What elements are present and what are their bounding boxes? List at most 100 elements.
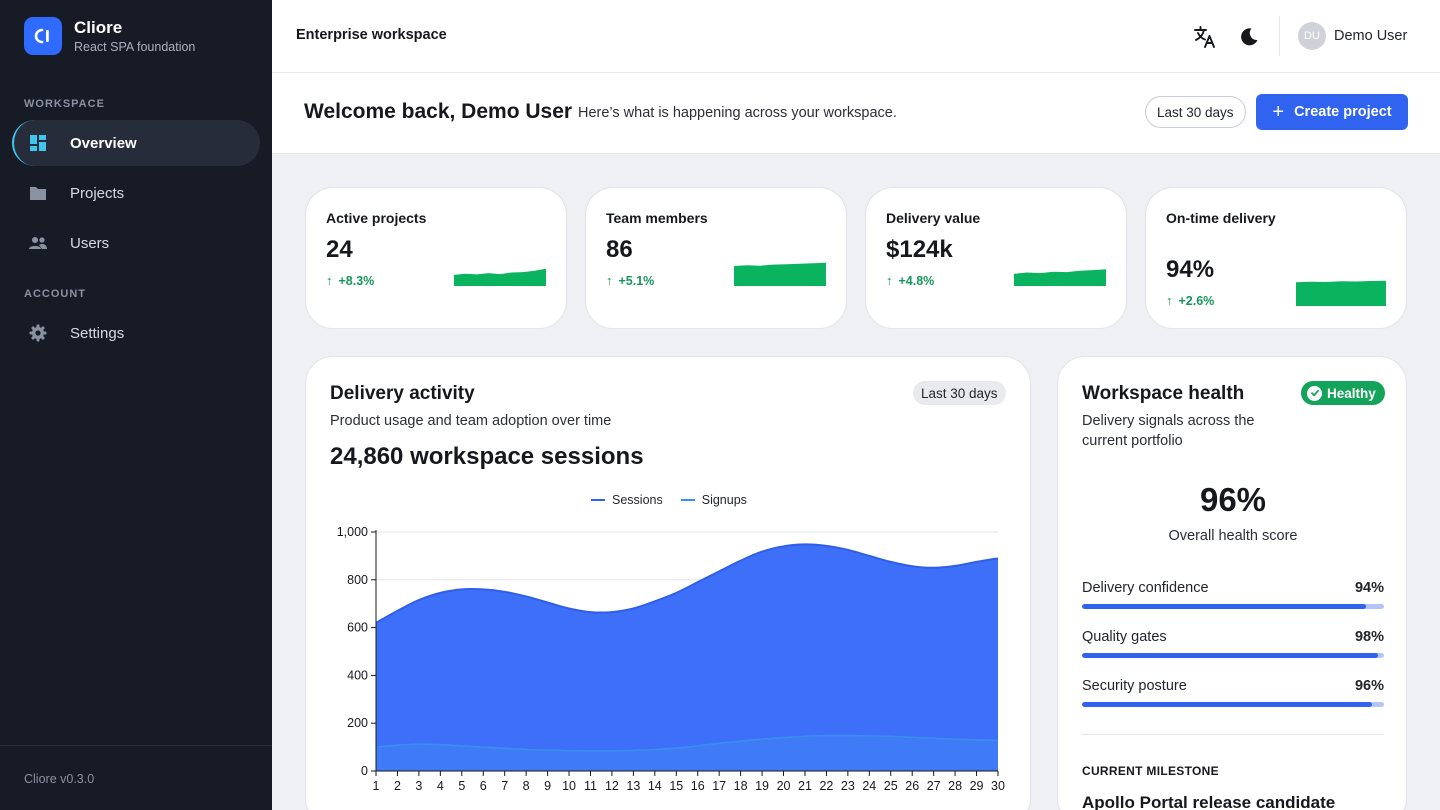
kpi-card-team-members: Team members 86 ↑ +5.1%	[585, 187, 847, 329]
y-tick-label: 1,000	[337, 525, 368, 539]
create-project-label: Create project	[1294, 104, 1392, 120]
kpi-change-value: +8.3%	[338, 273, 375, 288]
metric-security-posture: Security posture 96%	[1082, 678, 1384, 707]
sparkline	[734, 262, 826, 286]
metric-label: Quality gates	[1082, 629, 1167, 645]
x-tick-label: 15	[669, 779, 683, 793]
page-subtitle: Here’s what is happening across your wor…	[578, 105, 897, 121]
arrow-up-icon: ↑	[606, 273, 613, 288]
progress-fill	[1082, 604, 1366, 609]
workspace-title: Enterprise workspace	[296, 27, 447, 43]
page-title: Welcome back, Demo User	[304, 100, 573, 123]
x-tick-label: 23	[841, 779, 855, 793]
card-subtitle: Product usage and team adoption over tim…	[330, 413, 612, 429]
kpi-label: Team members	[606, 210, 708, 226]
kpi-change: ↑ +2.6%	[1166, 293, 1214, 308]
x-tick-label: 8	[523, 779, 530, 793]
x-tick-label: 22	[819, 779, 833, 793]
kpi-card-active-projects: Active projects 24 ↑ +8.3%	[305, 187, 567, 329]
x-tick-label: 28	[948, 779, 962, 793]
x-tick-label: 4	[437, 779, 444, 793]
divider	[1082, 734, 1384, 735]
sidebar-item-overview[interactable]: Overview	[12, 120, 260, 166]
arrow-up-icon: ↑	[1166, 293, 1173, 308]
x-tick-label: 11	[584, 779, 597, 793]
translate-icon[interactable]	[1192, 24, 1218, 50]
create-project-button[interactable]: + Create project	[1256, 94, 1408, 130]
header-divider	[1279, 16, 1280, 56]
kpi-value: 86	[606, 236, 633, 263]
app-name: Cliore	[74, 18, 123, 37]
chart-legend: Sessions Signups	[591, 493, 765, 507]
kpi-change: ↑ +5.1%	[606, 273, 654, 288]
legend-label: Signups	[701, 493, 747, 507]
kpi-change-value: +4.8%	[898, 273, 935, 288]
app-logo-icon	[24, 17, 62, 55]
sparkline	[1296, 280, 1386, 306]
brand[interactable]: Cliore React SPA foundation	[24, 17, 195, 55]
kpi-card-on-time-delivery: On-time delivery 94% ↑ +2.6%	[1145, 187, 1407, 329]
sidebar-item-label: Overview	[70, 134, 137, 152]
kpi-change-value: +2.6%	[1178, 293, 1215, 308]
user-menu[interactable]: DU Demo User	[1298, 22, 1407, 50]
x-tick-label: 5	[458, 779, 465, 793]
y-tick-label: 200	[347, 716, 368, 730]
app-version: Cliore v0.3.0	[24, 772, 95, 786]
kpi-value: 24	[326, 236, 353, 263]
section-label-account: ACCOUNT	[24, 288, 86, 300]
x-tick-label: 19	[755, 779, 769, 793]
status-badge-label: Healthy	[1327, 385, 1376, 401]
dashboard-icon	[27, 132, 49, 154]
card-subtitle: Delivery signals across the current port…	[1082, 413, 1255, 449]
users-icon	[27, 232, 49, 254]
x-tick-label: 14	[648, 779, 662, 793]
metric-value: 94%	[1354, 580, 1384, 596]
card-title: Delivery activity	[330, 383, 475, 404]
sidebar-item-settings[interactable]: Settings	[12, 310, 260, 356]
y-tick-label: 400	[347, 668, 368, 682]
x-tick-label: 17	[712, 779, 726, 793]
sidebar-item-label: Settings	[70, 324, 125, 342]
user-name: Demo User	[1334, 28, 1408, 44]
x-tick-label: 9	[544, 779, 551, 793]
x-tick-label: 29	[970, 779, 984, 793]
kpi-label: On-time delivery	[1166, 210, 1276, 226]
arrow-up-icon: ↑	[326, 273, 333, 288]
milestone-label: CURRENT MILESTONE	[1082, 764, 1219, 778]
kpi-card-delivery-value: Delivery value $124k ↑ +4.8%	[865, 187, 1127, 329]
metric-delivery-confidence: Delivery confidence 94%	[1082, 580, 1384, 609]
x-tick-label: 1	[373, 779, 380, 793]
welcome-bar: Welcome back, Demo User Here’s what is h…	[272, 73, 1440, 154]
x-tick-label: 21	[798, 779, 812, 793]
series-line-sessions	[375, 543, 999, 624]
progress-fill	[1082, 653, 1378, 658]
sidebar-item-users[interactable]: Users	[12, 220, 260, 266]
x-tick-label: 2	[394, 779, 401, 793]
status-badge: Healthy	[1301, 381, 1385, 405]
sparkline-area	[734, 262, 826, 286]
progress-bar	[1082, 604, 1384, 609]
x-tick-label: 20	[777, 779, 791, 793]
sidebar-item-projects[interactable]: Projects	[12, 170, 260, 216]
series-line-signups	[375, 734, 999, 752]
x-tick-label: 26	[905, 779, 919, 793]
legend-item-signups[interactable]: Signups	[680, 493, 747, 507]
folder-icon	[27, 182, 49, 204]
health-score: 96%	[1199, 481, 1267, 518]
legend-item-sessions[interactable]: Sessions	[591, 493, 663, 507]
arrow-up-icon: ↑	[886, 273, 893, 288]
x-tick-label: 7	[501, 779, 508, 793]
progress-fill	[1082, 702, 1372, 707]
date-range-button[interactable]: Last 30 days	[1145, 96, 1246, 128]
sparkline	[1014, 269, 1106, 286]
metric-label: Delivery confidence	[1082, 580, 1209, 596]
kpi-change-value: +5.1%	[618, 273, 655, 288]
delivery-activity-card: Delivery activity Last 30 days Product u…	[305, 356, 1031, 810]
range-badge: Last 30 days	[913, 381, 1006, 405]
sidebar-item-label: Users	[70, 234, 110, 252]
kpi-value: $124k	[886, 236, 953, 263]
x-tick-label: 18	[734, 779, 748, 793]
dark-mode-icon[interactable]	[1236, 24, 1262, 50]
metric-quality-gates: Quality gates 98%	[1082, 629, 1384, 658]
plus-icon: +	[1272, 101, 1285, 123]
